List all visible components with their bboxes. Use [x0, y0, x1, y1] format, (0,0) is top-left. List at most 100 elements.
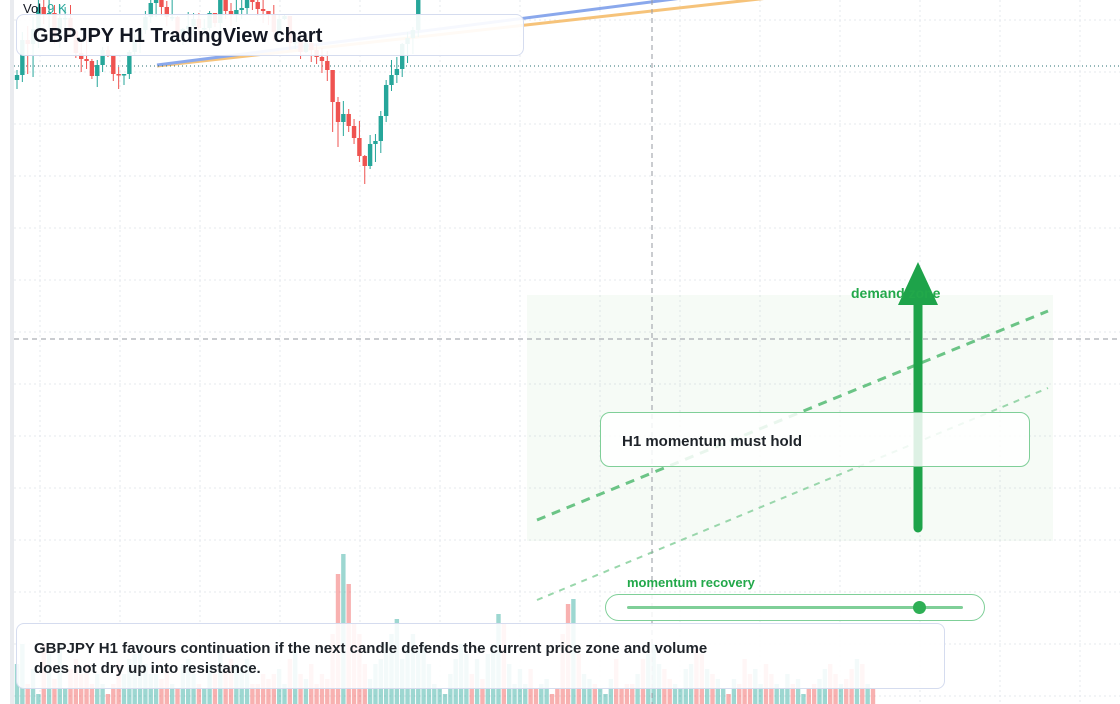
volume-bar [469, 674, 474, 704]
summary-box: GBPJPY H1 favours continuation if the ne… [16, 623, 945, 689]
volume-bar [833, 674, 838, 704]
candle-body [127, 52, 132, 74]
volume-bar [624, 684, 630, 704]
volume-bar [838, 684, 844, 704]
volume-bar [539, 684, 544, 704]
volume-bar [148, 674, 153, 704]
volume-bar [437, 689, 442, 704]
volume-bar [111, 684, 116, 704]
volume-bar [619, 689, 624, 704]
volume-bar [779, 689, 785, 704]
volume-bar [36, 694, 41, 704]
volume-bar [266, 679, 271, 704]
volume-bar [25, 684, 30, 704]
volume-bar [95, 674, 100, 704]
volume-bar [544, 679, 549, 704]
volume-bar [314, 684, 319, 704]
volume-bar [448, 674, 453, 704]
volume-bar [367, 679, 373, 704]
volume-bar [442, 694, 448, 704]
volume-bar [212, 674, 218, 704]
candle-body [223, 0, 228, 11]
candle-body [228, 11, 234, 15]
candle-body [89, 61, 95, 76]
momentum-recovery-label: momentum recovery [627, 575, 755, 590]
volume-bar [62, 689, 68, 704]
candle-body [266, 11, 271, 15]
volume-bar [52, 679, 57, 704]
volume-bar [592, 684, 597, 704]
volume-bar [319, 674, 325, 704]
volume-bar [153, 674, 159, 704]
candle-body [218, 0, 223, 23]
candle-body [400, 44, 405, 69]
volume-bar [303, 679, 309, 704]
volume-bar [325, 679, 330, 704]
volume-bar [774, 684, 779, 704]
candle-body [319, 57, 325, 61]
volume-bar [175, 689, 180, 704]
volume-bar [603, 694, 608, 704]
volume-bar [533, 689, 539, 704]
volume-bar [785, 674, 790, 704]
candle-body [41, 7, 46, 15]
momentum-callout-text: H1 momentum must hold [622, 433, 803, 450]
candle-body [383, 85, 389, 116]
candle-body [100, 50, 105, 65]
volume-bar [865, 684, 870, 704]
volume-bar [555, 689, 560, 704]
volume-bar [678, 689, 683, 704]
volume-bar [480, 679, 485, 704]
volume-bar [715, 679, 721, 704]
candle-body [121, 74, 127, 76]
volume-bar [250, 684, 255, 704]
volume-bar [169, 684, 175, 704]
volume-bar [196, 684, 202, 704]
volume-bar [870, 689, 876, 704]
candle-body [357, 138, 362, 156]
volume-bar [587, 679, 592, 704]
volume-bar [260, 674, 266, 704]
volume-bar [726, 694, 731, 704]
volume-bar [191, 674, 196, 704]
momentum-slider[interactable] [605, 594, 985, 621]
volume-bar [806, 689, 811, 704]
volume-bar [89, 684, 95, 704]
volume-bar [512, 684, 517, 704]
candle-body [79, 53, 84, 59]
volume-bar [79, 674, 84, 704]
candle-body [325, 61, 330, 70]
candle-body [346, 114, 351, 126]
volume-bar [105, 694, 111, 704]
volume-bar [758, 684, 763, 704]
volume-bar [635, 674, 640, 704]
chart-title: GBPJPY H1 TradingView chart [33, 25, 323, 47]
momentum-slider-knob[interactable] [913, 601, 927, 614]
candle-body [244, 0, 250, 8]
volume-bar [608, 679, 614, 704]
candle-body [250, 0, 255, 2]
candle-body [341, 114, 346, 122]
volume-bar [255, 684, 260, 704]
volume-bar [667, 679, 672, 704]
candle-body [148, 3, 153, 17]
volume-legend-value: 9 K [47, 1, 67, 16]
momentum-arrow-head [898, 262, 938, 305]
chart-title-box: GBPJPY H1 TradingView chart [16, 14, 524, 56]
candle-body [116, 74, 121, 76]
volume-bar [630, 684, 635, 704]
volume-bar [769, 674, 774, 704]
candle-body [239, 8, 244, 10]
volume-bar [271, 674, 276, 704]
volume-bar [597, 689, 603, 704]
candle-body [373, 141, 378, 144]
candle-body [367, 144, 373, 166]
candle-body [378, 116, 383, 141]
summary-text: GBPJPY H1 favours continuation if the ne… [34, 640, 708, 677]
candle-body [330, 70, 335, 102]
candle-body [164, 7, 169, 17]
momentum-slider-track [627, 606, 963, 609]
volume-bar [801, 694, 806, 704]
volume-bar [159, 679, 164, 704]
demand-zone-label: demand zone [851, 285, 941, 301]
